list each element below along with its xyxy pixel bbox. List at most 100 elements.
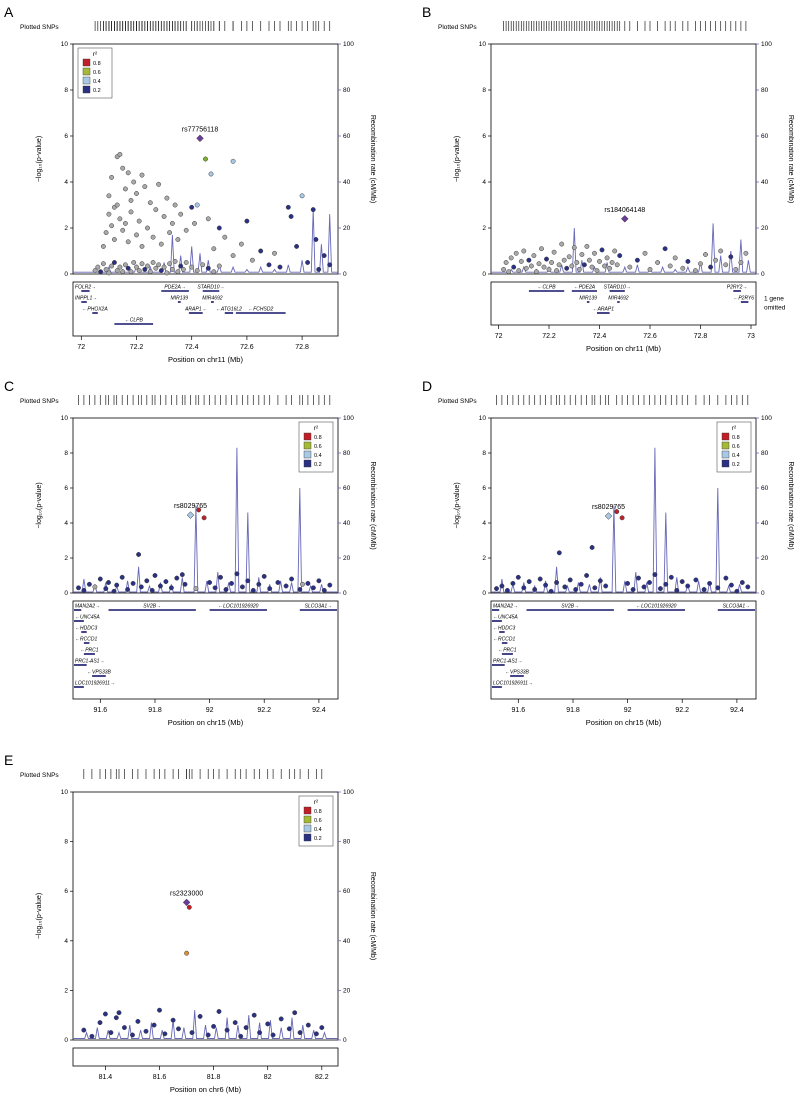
snp-point xyxy=(297,587,303,592)
gene-label: ←RCCD1 xyxy=(493,637,515,643)
snp-point xyxy=(106,211,112,217)
snp-point xyxy=(313,1031,319,1037)
snp-point xyxy=(728,582,734,588)
gene-label: ←HDDC3 xyxy=(493,626,515,632)
snp-point xyxy=(707,580,713,586)
snp-point xyxy=(679,579,685,585)
y-tick-label: 2 xyxy=(64,225,68,232)
snp-point xyxy=(599,247,605,253)
legend-entry-label: 0.2 xyxy=(732,462,740,468)
snp-point xyxy=(642,250,648,256)
snp-point xyxy=(128,197,134,203)
snp-point xyxy=(532,587,538,592)
gene-label: MIR139 xyxy=(171,296,189,302)
snp-point xyxy=(117,264,123,270)
gene-label: P2RY2→ xyxy=(727,285,748,291)
snp-point xyxy=(286,1026,292,1032)
snp-point xyxy=(186,904,192,910)
snp-point xyxy=(574,260,580,265)
gene-label: ←ARAP1 xyxy=(593,307,615,313)
snp-point xyxy=(103,266,109,272)
right-y-tick-label: 0 xyxy=(343,1037,347,1044)
snp-point xyxy=(609,260,615,265)
right-y-tick-label: 20 xyxy=(761,555,769,562)
snp-point xyxy=(594,268,600,274)
snp-point xyxy=(521,248,527,254)
snp-point xyxy=(157,1007,162,1013)
snp-point xyxy=(544,256,549,262)
snp-point xyxy=(193,586,199,592)
snp-point xyxy=(261,573,267,579)
gene-label: ←VPS33B xyxy=(505,670,530,676)
snp-point xyxy=(136,552,142,557)
regional-plot-d: Plotted SNPs rs8029765 r² 0.8 0.6 0.4 0.2 0 2 4 6 8… xyxy=(438,395,794,727)
y-axis-left: 0 2 4 6 8 10 xyxy=(61,415,73,597)
y-tick-label: 8 xyxy=(482,450,486,457)
lead-snp-marker xyxy=(186,511,195,519)
panel-label-e: E xyxy=(4,752,14,768)
snp-point xyxy=(672,255,678,261)
snp-point xyxy=(152,573,158,578)
snp-point xyxy=(189,264,195,270)
snp-point xyxy=(305,580,311,586)
snp-point xyxy=(172,258,178,264)
snp-point xyxy=(121,1025,127,1031)
gene-label: ←VPS33B xyxy=(87,670,112,676)
y-tick-label: 4 xyxy=(482,520,486,527)
snp-point xyxy=(92,584,98,590)
snp-point xyxy=(111,260,117,265)
x-tick-label: 72.2 xyxy=(130,344,144,351)
snp-point xyxy=(147,200,153,206)
y-tick-label: 6 xyxy=(482,485,486,492)
snp-point xyxy=(564,265,570,271)
x-axis-label: Position on chr15 (Mb) xyxy=(586,718,662,727)
snp-point xyxy=(321,587,327,593)
snp-point xyxy=(503,260,509,265)
legend-swatch xyxy=(721,432,730,441)
snp-point xyxy=(117,216,123,222)
snp-point xyxy=(136,268,142,274)
snp-point xyxy=(116,1010,122,1016)
right-y-tick-label: 40 xyxy=(761,520,769,527)
y-tick-label: 0 xyxy=(482,590,486,597)
y-tick-label: 2 xyxy=(482,225,486,232)
snp-point xyxy=(275,580,281,585)
legend-swatch xyxy=(303,815,312,824)
snp-point xyxy=(164,195,170,201)
snp-point xyxy=(201,515,207,521)
right-y-tick-label: 20 xyxy=(343,987,351,994)
snp-point xyxy=(270,1032,276,1038)
snp-point xyxy=(136,218,142,224)
legend-swatch xyxy=(303,450,312,459)
legend-entry-label: 0.6 xyxy=(732,444,740,450)
snp-point xyxy=(95,264,101,270)
plotted-snps-label: Plotted SNPs xyxy=(20,772,59,779)
snp-point xyxy=(183,227,189,233)
snp-point xyxy=(604,255,610,261)
snp-point xyxy=(203,156,208,162)
snp-point xyxy=(630,587,636,592)
snp-point xyxy=(578,581,584,587)
right-y-tick-label: 0 xyxy=(761,271,765,278)
snp-point xyxy=(238,241,244,247)
snp-point xyxy=(238,1033,244,1039)
snp-point xyxy=(92,268,98,274)
snp-point xyxy=(125,239,131,245)
snp-point xyxy=(205,265,211,271)
snp-point xyxy=(305,1022,311,1028)
right-y-tick-label: 60 xyxy=(343,133,351,140)
snp-point xyxy=(143,1028,149,1034)
snp-point xyxy=(698,261,703,267)
x-axis: 91.6 91.8 92 92.2 92.4 xyxy=(93,699,326,714)
snp-point xyxy=(223,587,229,592)
r2-legend: r² 0.8 0.6 0.4 0.2 xyxy=(298,795,334,847)
snp-point xyxy=(728,254,734,260)
snp-point xyxy=(278,1016,284,1022)
x-tick-label: 72.6 xyxy=(643,333,657,340)
snp-point xyxy=(543,582,549,588)
snp-point xyxy=(86,581,92,587)
snp-point xyxy=(125,170,131,176)
snp-point xyxy=(592,250,597,256)
y-axis-left: 0 2 4 6 8 10 xyxy=(479,41,491,278)
snp-point xyxy=(667,263,673,269)
